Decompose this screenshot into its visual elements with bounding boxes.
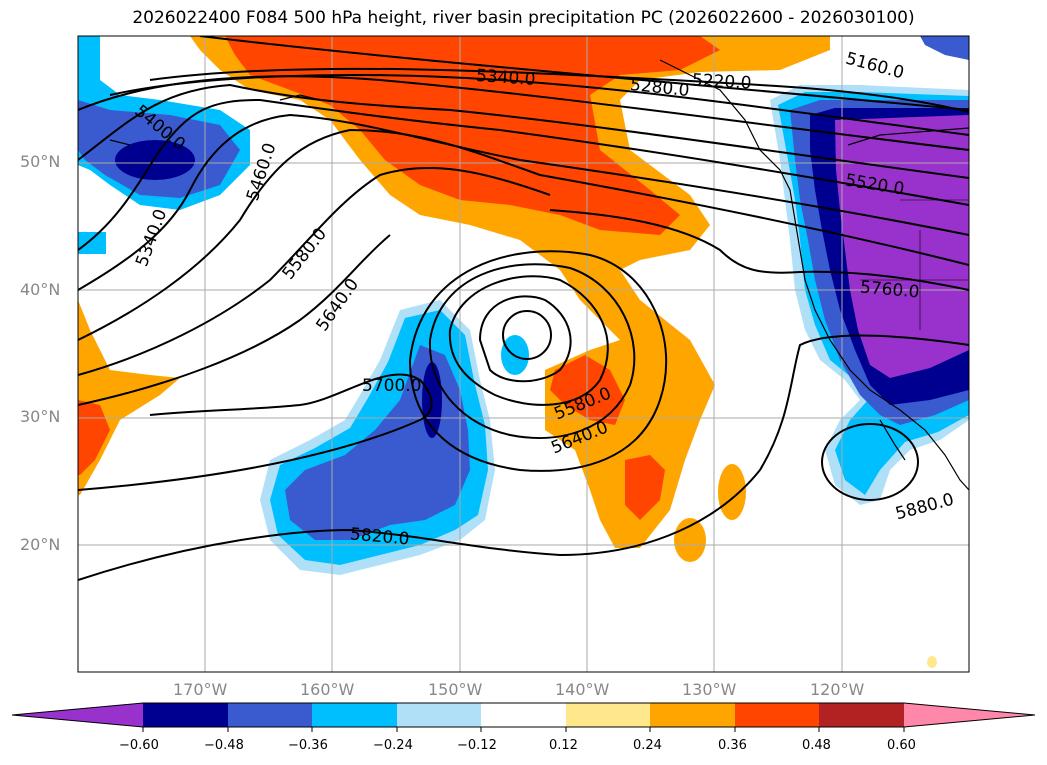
lon-label-120w: 120°W <box>810 680 865 699</box>
contour-label: 5700.0 <box>362 376 422 396</box>
colorbar-tick-label: 0.12 <box>549 738 578 753</box>
colorbar-tick-label: −0.48 <box>204 738 244 753</box>
colorbar-tick-label: 0.48 <box>802 738 831 753</box>
lon-label-160w: 160°W <box>300 680 355 699</box>
positive-anomaly-islet-2 <box>674 518 706 562</box>
colorbar-tick-label: −0.60 <box>119 738 159 753</box>
positive-anomaly-islet-3 <box>927 656 937 668</box>
lat-label-20n: 20°N <box>20 535 61 554</box>
colorbar-cell-0 <box>12 703 143 727</box>
colorbar-tick-label: 0.36 <box>718 738 747 753</box>
positive-anomaly-west-core <box>78 400 110 475</box>
colorbar-tick-label: 0.24 <box>633 738 662 753</box>
plot-frame <box>77 35 970 673</box>
negative-anomaly-top-right <box>920 36 969 60</box>
lon-label-130w: 130°W <box>682 680 737 699</box>
lat-label-40n: 40°N <box>20 280 61 299</box>
negative-anomaly-northwest-core <box>115 140 195 180</box>
graticule <box>78 36 969 672</box>
colorbar-cell-7 <box>650 703 735 727</box>
colorbar-tick-label: 0.60 <box>887 738 916 753</box>
colorbar-cell-1 <box>143 703 228 727</box>
lon-label-170w: 170°W <box>173 680 228 699</box>
colorbar-cell-6 <box>566 703 650 727</box>
lat-label-50n: 50°N <box>20 152 61 171</box>
colorbar <box>11 702 1036 732</box>
lat-label-30n: 30°N <box>20 407 61 426</box>
negative-anomaly-left-edge <box>78 232 106 254</box>
contour-label: 5220.0 <box>691 70 752 94</box>
colorbar-tick-label: −0.36 <box>288 738 328 753</box>
colorbar-cell-4 <box>397 703 481 727</box>
positive-anomaly-north <box>190 36 830 548</box>
positive-anomaly-southeast <box>625 455 665 520</box>
lon-label-150w: 150°W <box>428 680 483 699</box>
colorbar-tick-label: −0.12 <box>457 738 497 753</box>
positive-anomaly-west <box>78 300 180 495</box>
map-title: 2026022400 F084 500 hPa height, river ba… <box>132 8 915 28</box>
colorbar-cell-2 <box>228 703 312 727</box>
colorbar-tick-label: −0.24 <box>373 738 413 753</box>
colorbar-cell-8 <box>735 703 819 727</box>
height-contours <box>78 36 969 581</box>
colorbar-cell-3 <box>312 703 397 727</box>
colorbar-cell-9 <box>819 703 904 727</box>
negative-anomaly-east-core <box>835 115 969 378</box>
colorbar-cell-5 <box>481 703 566 727</box>
precip-fill-layer <box>78 36 969 672</box>
positive-anomaly-islet-1 <box>718 464 746 520</box>
contour-label: 5340.0 <box>475 65 537 91</box>
lon-label-140w: 140°W <box>555 680 610 699</box>
colorbar-cell-10 <box>904 703 1035 727</box>
